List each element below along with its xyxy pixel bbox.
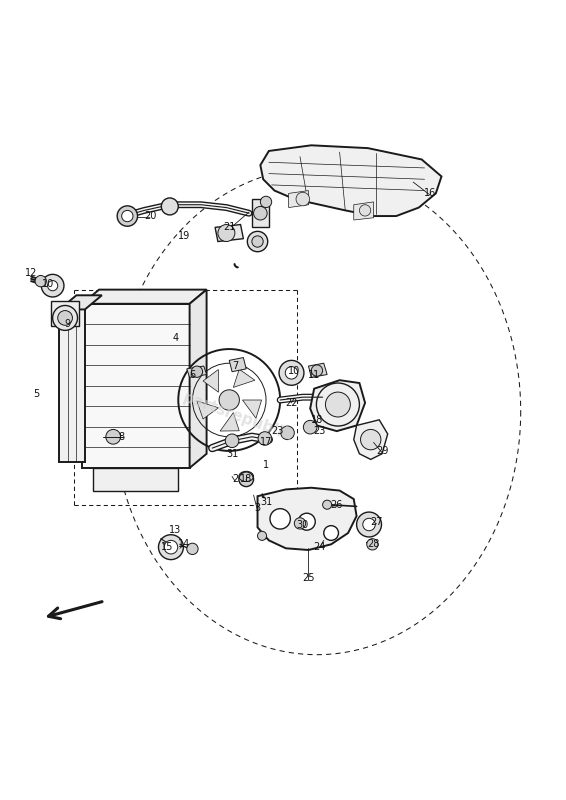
Polygon shape	[203, 370, 218, 392]
Text: 15: 15	[161, 542, 173, 552]
Polygon shape	[354, 420, 388, 459]
Polygon shape	[187, 366, 207, 378]
Text: 27: 27	[370, 517, 383, 526]
Circle shape	[294, 518, 306, 529]
Circle shape	[239, 472, 254, 486]
Text: 9: 9	[65, 318, 71, 329]
Polygon shape	[93, 468, 178, 490]
Polygon shape	[229, 358, 246, 372]
Circle shape	[225, 434, 239, 447]
Circle shape	[117, 206, 138, 226]
Circle shape	[58, 310, 72, 326]
Text: 20: 20	[144, 211, 156, 221]
Circle shape	[252, 236, 263, 247]
Text: 5: 5	[33, 390, 40, 399]
Text: 4: 4	[173, 333, 178, 342]
Text: 3: 3	[255, 502, 260, 513]
Text: partsrepublik: partsrepublik	[181, 390, 295, 444]
Circle shape	[218, 225, 235, 242]
Polygon shape	[215, 225, 243, 242]
Circle shape	[270, 509, 290, 529]
Circle shape	[122, 210, 133, 222]
Circle shape	[164, 540, 178, 554]
Text: 10: 10	[42, 279, 54, 289]
Text: 14: 14	[178, 539, 190, 550]
Circle shape	[258, 531, 267, 540]
Text: 29: 29	[376, 446, 388, 456]
Circle shape	[260, 196, 272, 207]
Text: 2: 2	[231, 474, 238, 484]
Text: 6: 6	[190, 370, 195, 379]
Polygon shape	[82, 304, 190, 468]
Text: 19: 19	[178, 231, 190, 241]
Text: 18: 18	[240, 474, 252, 484]
Text: 16: 16	[424, 189, 436, 198]
Circle shape	[363, 518, 375, 530]
Text: 12: 12	[25, 268, 37, 278]
Circle shape	[247, 231, 268, 252]
Circle shape	[311, 365, 323, 376]
Polygon shape	[220, 413, 239, 431]
Circle shape	[161, 198, 178, 215]
Text: 13: 13	[169, 525, 182, 535]
Circle shape	[254, 206, 267, 220]
Polygon shape	[242, 400, 261, 418]
Text: 23: 23	[271, 426, 284, 436]
Text: 28: 28	[367, 539, 380, 550]
Polygon shape	[51, 301, 79, 326]
Circle shape	[296, 192, 310, 206]
Text: 7: 7	[231, 361, 238, 371]
Text: 24: 24	[314, 542, 326, 552]
Circle shape	[298, 514, 315, 530]
Polygon shape	[233, 370, 255, 387]
Text: 22: 22	[285, 398, 298, 408]
Circle shape	[41, 274, 64, 297]
Polygon shape	[260, 146, 441, 216]
Circle shape	[361, 430, 381, 450]
Polygon shape	[308, 363, 327, 378]
Circle shape	[158, 534, 183, 560]
Polygon shape	[59, 310, 85, 462]
Text: 1: 1	[263, 460, 269, 470]
Text: 10: 10	[288, 366, 301, 375]
Text: 30: 30	[297, 519, 309, 530]
Text: 18: 18	[311, 415, 323, 425]
Text: 25: 25	[302, 574, 315, 583]
Polygon shape	[354, 202, 374, 220]
Circle shape	[48, 281, 58, 290]
Text: 21: 21	[223, 222, 235, 232]
Circle shape	[323, 500, 332, 510]
Circle shape	[357, 512, 381, 537]
Text: 17: 17	[260, 438, 272, 447]
Circle shape	[285, 366, 298, 379]
Text: 31: 31	[260, 497, 272, 507]
Circle shape	[187, 543, 198, 554]
Text: 31: 31	[226, 449, 238, 458]
Circle shape	[258, 432, 272, 446]
Polygon shape	[82, 290, 207, 304]
Circle shape	[303, 420, 317, 434]
Circle shape	[191, 366, 203, 378]
Circle shape	[324, 526, 338, 540]
Polygon shape	[197, 401, 218, 419]
Circle shape	[359, 205, 371, 216]
Text: 8: 8	[119, 432, 125, 442]
Polygon shape	[252, 199, 269, 227]
Polygon shape	[190, 290, 207, 468]
Polygon shape	[258, 488, 357, 550]
Circle shape	[325, 392, 350, 417]
Text: 23: 23	[314, 426, 326, 436]
Circle shape	[219, 390, 239, 410]
Circle shape	[35, 275, 46, 286]
Polygon shape	[59, 295, 102, 310]
Circle shape	[279, 360, 304, 386]
Text: 11: 11	[308, 370, 320, 379]
Polygon shape	[310, 380, 365, 431]
Circle shape	[367, 538, 378, 550]
Circle shape	[281, 426, 294, 440]
Circle shape	[106, 430, 121, 444]
Polygon shape	[289, 190, 308, 207]
Circle shape	[53, 306, 78, 330]
Text: 26: 26	[331, 500, 343, 510]
